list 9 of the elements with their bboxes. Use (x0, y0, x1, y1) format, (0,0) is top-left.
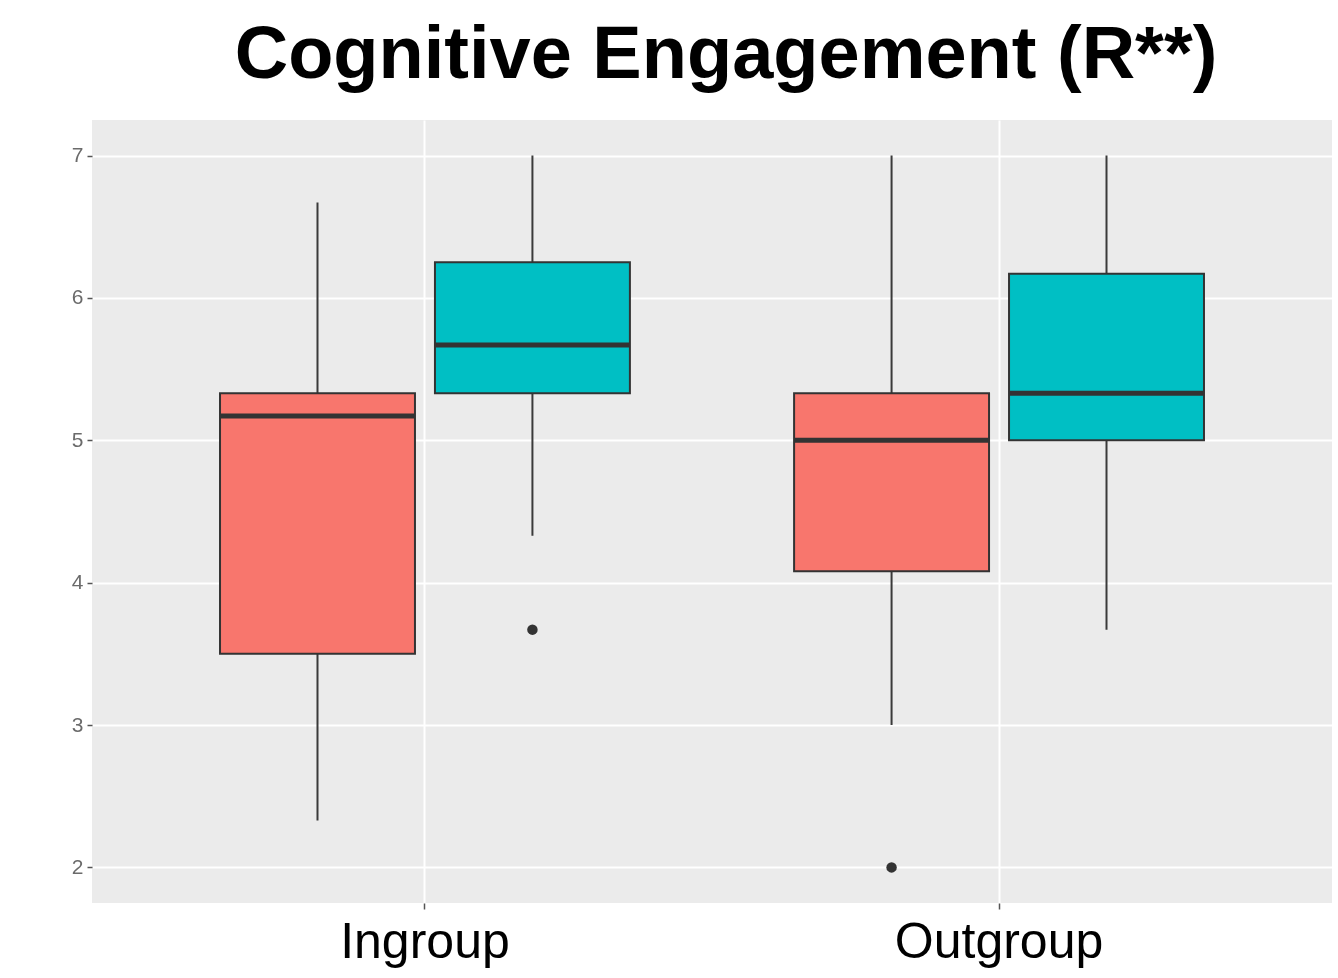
x-tick-label: Ingroup (340, 912, 510, 969)
chart-title: Cognitive Engagement (R**) (234, 11, 1218, 94)
y-tick-label: 6 (71, 285, 84, 309)
y-tick-label: 5 (71, 427, 84, 451)
y-tick-label: 4 (71, 570, 84, 594)
x-tick-label: Outgroup (894, 912, 1104, 969)
y-tick-label: 3 (71, 712, 84, 736)
y-tick-label: 7 (71, 143, 84, 167)
y-tick-label: 2 (71, 854, 84, 878)
